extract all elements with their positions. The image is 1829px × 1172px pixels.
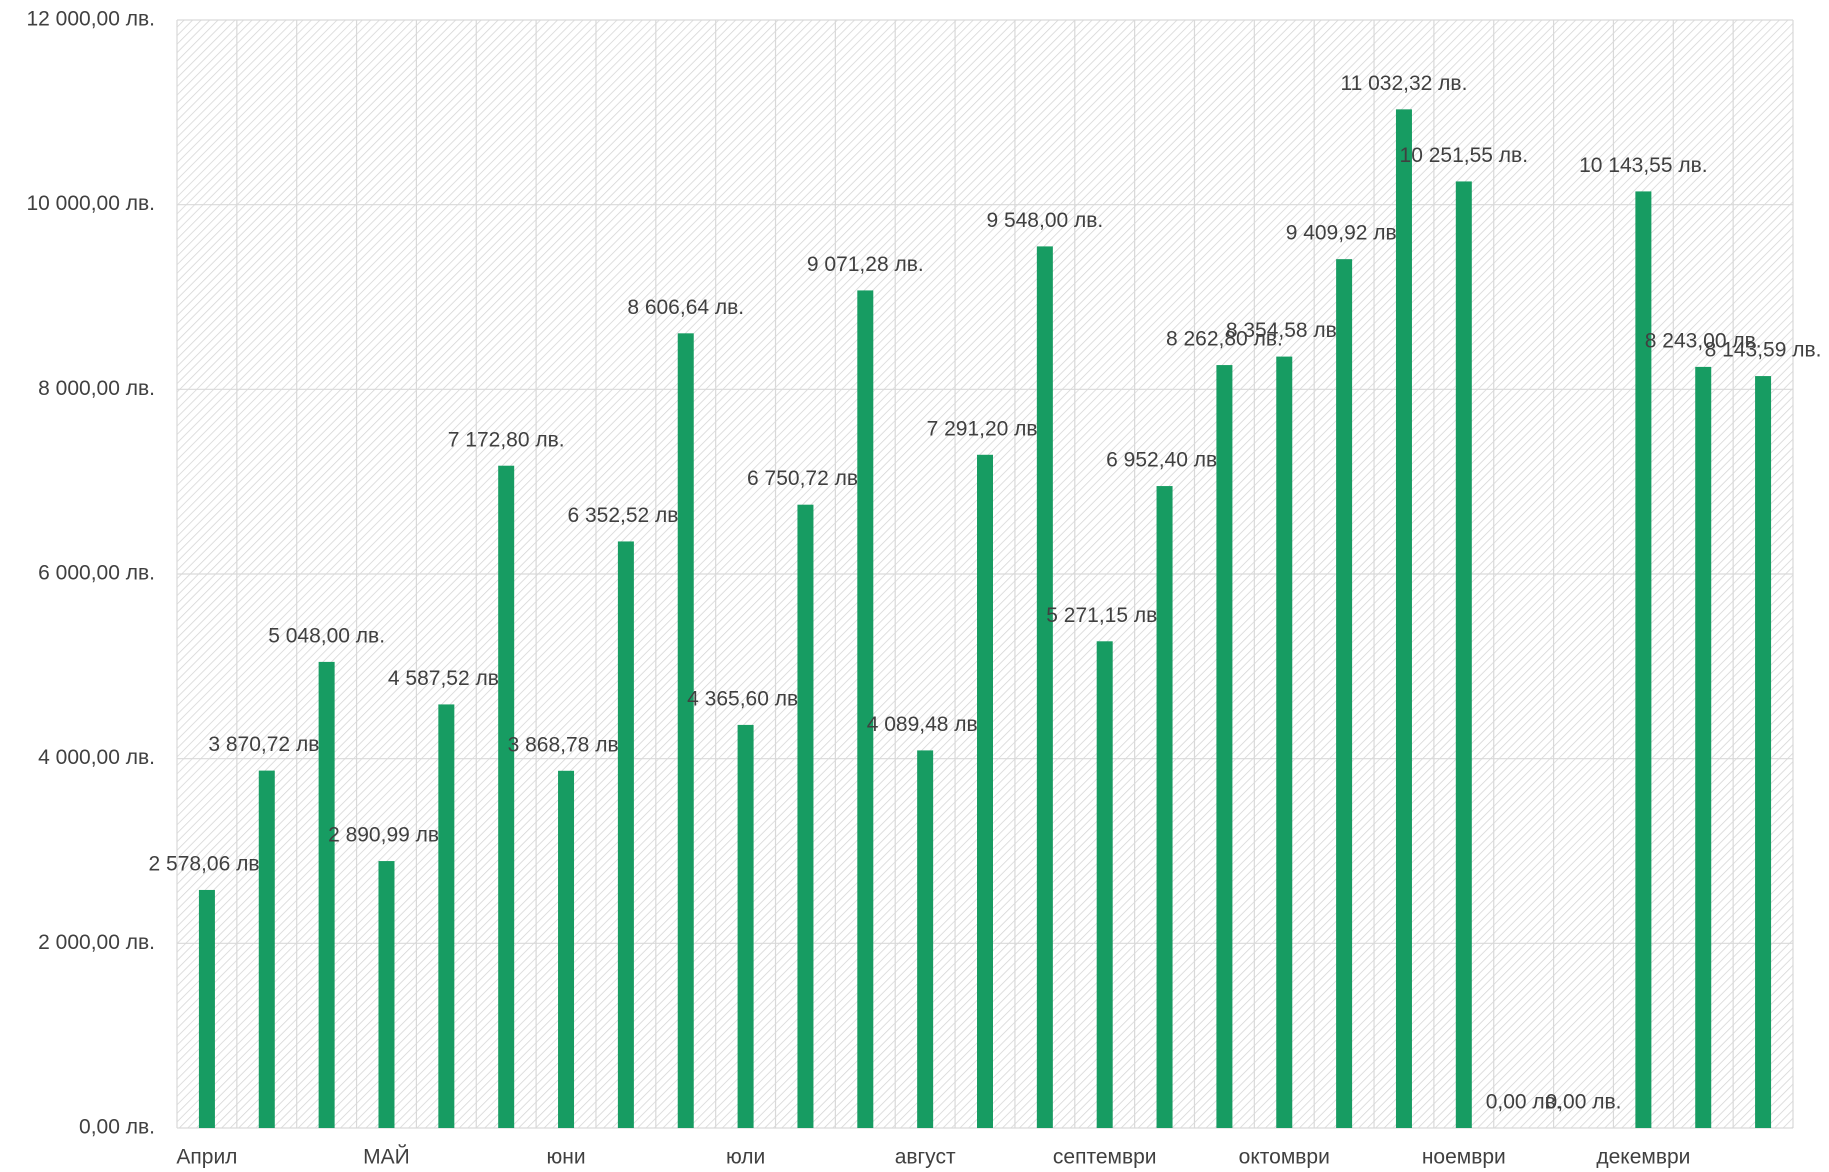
x-tick-label: юни: [546, 1146, 585, 1169]
data-label: 2 890,99 лв.: [328, 824, 445, 847]
x-tick-label: октомври: [1239, 1146, 1330, 1169]
data-label: 7 291,20 лв.: [927, 417, 1044, 440]
bar: [1635, 191, 1652, 1128]
data-label: 8 606,64 лв.: [627, 296, 744, 319]
bar: [1755, 376, 1772, 1128]
data-label: 9 409,92 лв.: [1286, 222, 1403, 245]
y-tick-label: 2 000,00 лв.: [38, 931, 155, 954]
x-tick-label: Април: [176, 1146, 237, 1169]
data-label: 4 365,60 лв.: [687, 687, 804, 710]
bar: [558, 770, 575, 1128]
bar: [1216, 365, 1233, 1129]
y-tick-label: 12 000,00 лв.: [26, 8, 155, 31]
bar: [438, 704, 455, 1128]
data-label: 8 143,59 лв.: [1705, 339, 1822, 362]
x-tick-label: септември: [1053, 1146, 1157, 1169]
bar: [1336, 259, 1353, 1128]
x-tick-label: август: [895, 1146, 956, 1169]
bar: [378, 861, 395, 1128]
bar: [318, 661, 335, 1128]
data-label: 8 354,58 лв.: [1226, 319, 1343, 342]
y-tick-label: 6 000,00 лв.: [38, 562, 155, 585]
bar: [737, 724, 754, 1128]
bar: [1695, 366, 1712, 1128]
y-tick-label: 0,00 лв.: [79, 1116, 155, 1139]
data-label: 4 089,48 лв.: [867, 713, 984, 736]
bar: [198, 889, 215, 1128]
y-tick-label: 8 000,00 лв.: [38, 377, 155, 400]
data-label: 9 071,28 лв.: [807, 253, 924, 276]
data-label: 6 750,72 лв.: [747, 467, 864, 490]
bar: [977, 454, 993, 1129]
bar: [1156, 486, 1173, 1128]
x-tick-label: ноември: [1422, 1146, 1506, 1169]
data-label: 8 262,80 лв.: [1166, 328, 1283, 351]
bar: [258, 770, 275, 1128]
bar: [1096, 641, 1113, 1128]
y-tick-label: 4 000,00 лв.: [38, 746, 155, 769]
bar: [1036, 246, 1053, 1128]
bar: [498, 465, 515, 1129]
x-tick-label: декември: [1596, 1146, 1690, 1169]
bar: [857, 290, 874, 1129]
data-label: 0,00 лв.: [1546, 1091, 1622, 1114]
data-label: 8 243,00 лв.: [1645, 329, 1762, 352]
x-tick-label: МАЙ: [363, 1145, 410, 1169]
data-label: 10 143,55 лв.: [1579, 154, 1708, 177]
data-label: 10 251,55 лв.: [1400, 144, 1529, 167]
data-label: 11 032,32 лв.: [1340, 72, 1467, 95]
bar: [797, 504, 814, 1128]
bar: [1455, 181, 1472, 1129]
data-label: 6 952,40 лв.: [1106, 449, 1223, 472]
bar: [1276, 356, 1293, 1129]
data-label: 6 352,52 лв.: [567, 504, 684, 527]
bar: [677, 333, 694, 1128]
data-label: 0,00 лв.: [1486, 1091, 1562, 1114]
y-tick-label: 10 000,00 лв.: [26, 192, 155, 215]
data-label: 5 048,00 лв.: [268, 624, 385, 647]
data-label: 3 868,78 лв.: [508, 733, 625, 756]
data-label: 2 578,06 лв.: [149, 853, 266, 876]
bar: [917, 750, 934, 1128]
data-label: 4 587,52 лв.: [388, 667, 505, 690]
bar: [1395, 109, 1412, 1128]
data-label: 7 172,80 лв.: [448, 428, 565, 451]
data-label: 9 548,00 лв.: [986, 209, 1103, 232]
bar: [617, 541, 634, 1128]
data-label: 3 870,72 лв.: [208, 733, 325, 756]
x-tick-label: юли: [726, 1146, 765, 1169]
data-label: 5 271,15 лв.: [1046, 604, 1163, 627]
